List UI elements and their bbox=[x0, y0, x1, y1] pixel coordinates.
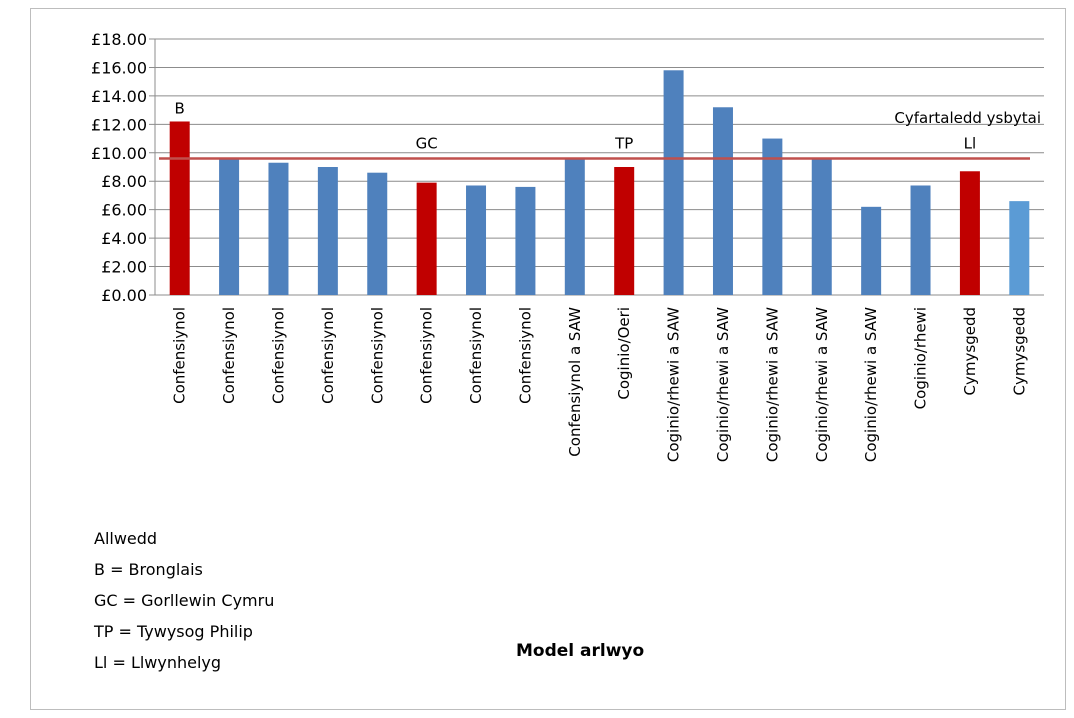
bar bbox=[910, 185, 931, 295]
y-tick-label: £16.00 bbox=[91, 58, 147, 77]
bar-annotation-label: Ll bbox=[964, 134, 977, 152]
bar bbox=[614, 167, 635, 295]
y-tick-label: £4.00 bbox=[101, 229, 147, 248]
legend-item: B = Bronglais bbox=[94, 560, 203, 579]
y-tick-label: £10.00 bbox=[91, 144, 147, 163]
x-category-label: Confensiynol bbox=[171, 307, 189, 404]
y-tick-label: £18.00 bbox=[91, 30, 147, 49]
x-category-label: Confensiynol bbox=[368, 307, 386, 404]
legend-item: GC = Gorllewin Cymru bbox=[94, 591, 275, 610]
bar bbox=[416, 182, 437, 295]
x-category-label: Confensiynol bbox=[220, 307, 238, 404]
bar bbox=[811, 158, 832, 295]
average-line-label: Cyfartaledd ysbytai bbox=[894, 109, 1041, 127]
y-tick-label: £2.00 bbox=[101, 258, 147, 277]
bar bbox=[861, 206, 882, 295]
bar bbox=[169, 121, 190, 295]
bar-annotations: B GC TP Ll bbox=[175, 99, 977, 152]
bar bbox=[367, 172, 388, 295]
y-axis-tick-labels: £0.00 £2.00 £4.00 £6.00 £8.00 £10.00 £12.00 £14… bbox=[91, 30, 147, 305]
bar-annotation-label: TP bbox=[614, 134, 633, 152]
y-tick-label: £12.00 bbox=[91, 115, 147, 134]
bar bbox=[762, 138, 783, 295]
x-category-label: Confensiynol bbox=[319, 307, 337, 404]
x-category-label: Coginio/Oeri bbox=[615, 307, 633, 400]
bar-chart: £0.00 £2.00 £4.00 £6.00 £8.00 £10.00 £12.00 £14… bbox=[91, 30, 1044, 462]
x-category-label: Confensiynol bbox=[467, 307, 485, 404]
average-line-group: Cyfartaledd ysbytai bbox=[159, 109, 1041, 160]
bar bbox=[663, 70, 684, 296]
x-category-label: Coginio/rhewi a SAW bbox=[763, 307, 781, 462]
y-tick-label: £0.00 bbox=[101, 286, 147, 305]
x-category-label: Coginio/rhewi a SAW bbox=[813, 307, 831, 462]
x-category-label: Coginio/rhewi a SAW bbox=[714, 307, 732, 462]
x-category-label: Coginio/rhewi a SAW bbox=[665, 307, 683, 462]
x-category-label: Cymysgedd bbox=[961, 307, 979, 395]
bar bbox=[712, 107, 733, 296]
bar bbox=[564, 158, 585, 295]
bar bbox=[219, 158, 240, 295]
bar-annotation-label: GC bbox=[416, 134, 438, 152]
bar bbox=[466, 185, 487, 295]
x-category-label: Confensiynol bbox=[418, 307, 436, 404]
bar bbox=[515, 186, 536, 295]
legend-item: TP = Tywysog Philip bbox=[94, 622, 253, 641]
bars bbox=[169, 70, 1030, 296]
x-axis-category-labels: Confensiynol Confensiynol Confensiynol Conf… bbox=[171, 307, 1029, 462]
x-category-label: Coginio/rhewi bbox=[912, 307, 930, 409]
bar bbox=[317, 167, 338, 295]
x-category-label: Confensiynol bbox=[269, 307, 287, 404]
y-tick-label: £8.00 bbox=[101, 172, 147, 191]
x-category-label: Confensiynol bbox=[516, 307, 534, 404]
bar bbox=[959, 171, 980, 295]
bar bbox=[1009, 201, 1030, 295]
bar-annotation-label: B bbox=[175, 99, 185, 117]
legend-item: Ll = Llwynhelyg bbox=[94, 653, 222, 672]
chart-frame: £0.00 £2.00 £4.00 £6.00 £8.00 £10.00 £12.00 £14… bbox=[30, 8, 1066, 710]
x-category-label: Coginio/rhewi a SAW bbox=[862, 307, 880, 462]
x-category-label: Cymysgedd bbox=[1010, 307, 1028, 395]
y-tick-label: £6.00 bbox=[101, 201, 147, 220]
legend: Allwedd B = Bronglais GC = Gorllewin Cym… bbox=[94, 523, 274, 678]
x-category-label: Confensiynol a SAW bbox=[566, 307, 584, 457]
gridlines bbox=[149, 38, 1044, 296]
legend-title: Allwedd bbox=[94, 529, 158, 548]
bar bbox=[268, 162, 289, 295]
y-tick-label: £14.00 bbox=[91, 87, 147, 106]
x-axis-title: Model arlwyo bbox=[516, 641, 645, 661]
